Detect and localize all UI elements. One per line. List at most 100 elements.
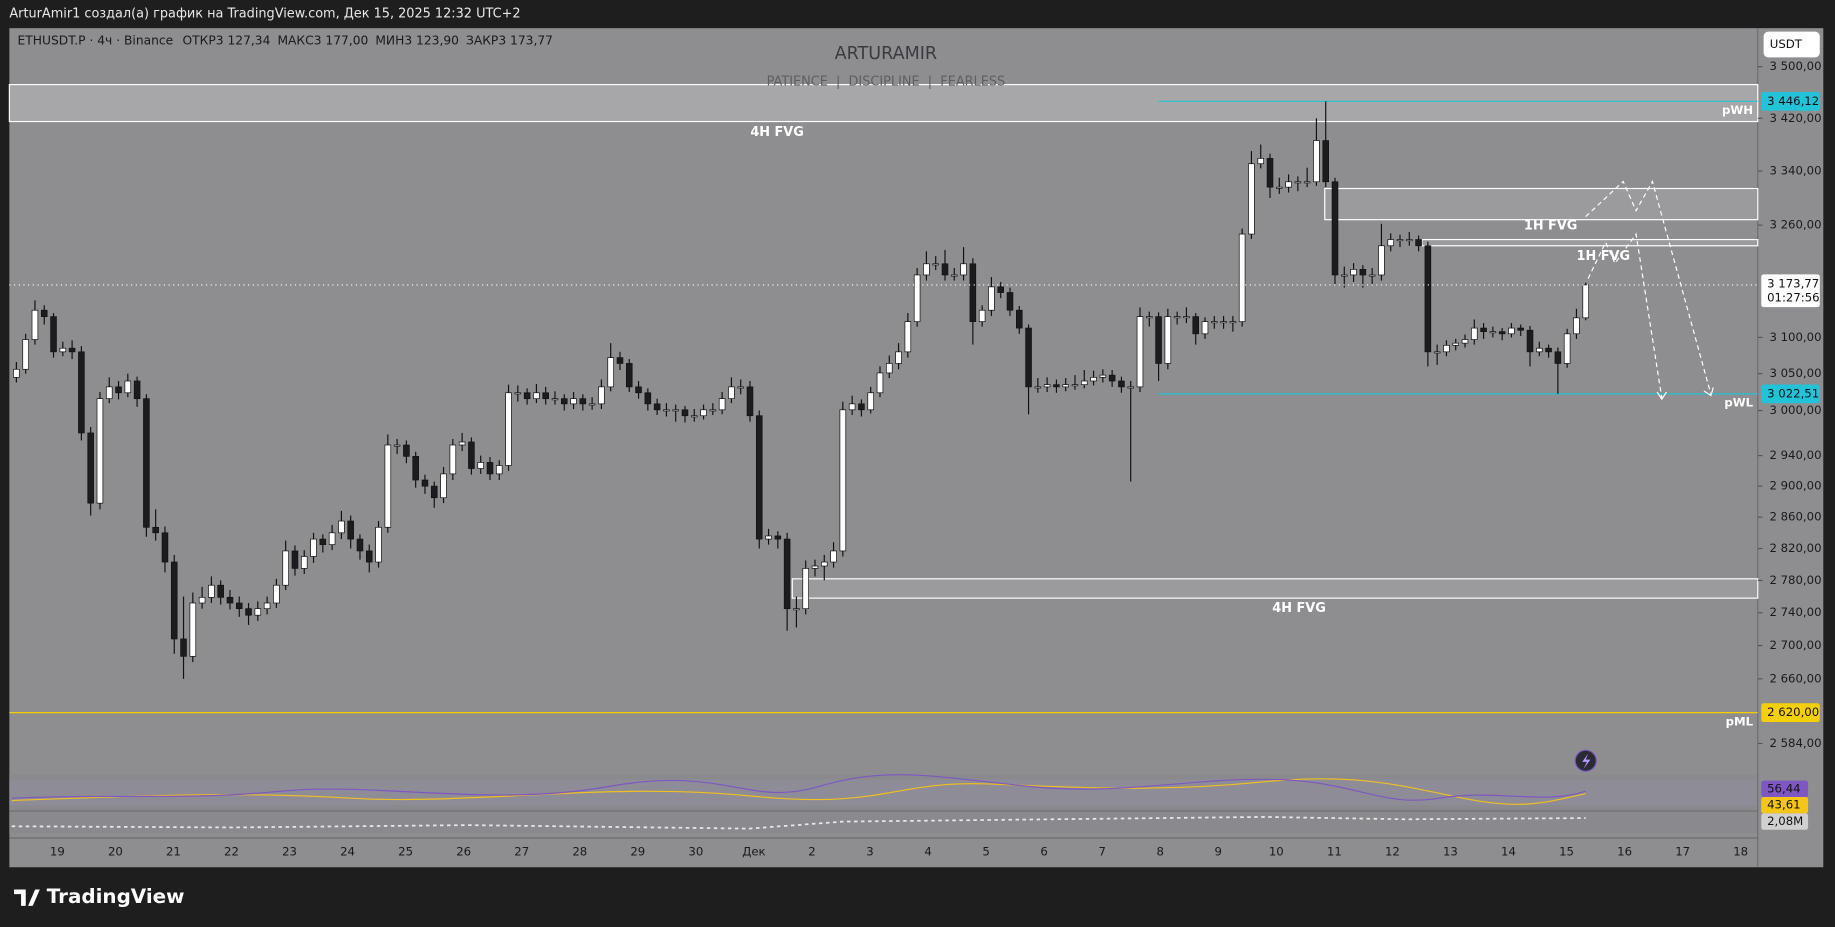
y-tick-label: 3 420,00 xyxy=(1769,111,1821,125)
candle-body xyxy=(87,432,94,504)
x-tick-label: 8 xyxy=(1156,845,1163,859)
candle-body xyxy=(1480,327,1487,333)
fvg-zone xyxy=(1421,238,1759,247)
candle-body xyxy=(59,347,67,353)
candle-body xyxy=(1099,374,1107,378)
watermark: ARTURAMIR xyxy=(835,44,937,64)
x-tick-label: 17 xyxy=(1675,845,1690,859)
candle-body xyxy=(198,596,206,604)
rsi-ma-line xyxy=(11,778,1586,805)
candle-body xyxy=(1498,331,1506,335)
candle-body xyxy=(1508,327,1515,335)
candle-body xyxy=(1350,269,1357,276)
logo-text: TradingView xyxy=(47,885,185,908)
arrowhead xyxy=(1703,387,1714,397)
projection xyxy=(1585,179,1712,395)
candle-body xyxy=(672,409,679,412)
candle-body xyxy=(449,444,457,475)
candle-body xyxy=(616,357,624,364)
candle-body xyxy=(579,398,587,405)
candle-body xyxy=(653,403,661,411)
candle-body xyxy=(1173,316,1181,319)
candle-body xyxy=(1276,186,1283,189)
logo-mark xyxy=(14,889,40,906)
candle-body xyxy=(1257,158,1264,165)
candle-body xyxy=(783,538,791,610)
candle-body xyxy=(1136,316,1144,388)
x-tick-label: 24 xyxy=(340,845,355,859)
x-tick-label: 11 xyxy=(1327,845,1342,859)
candle-body xyxy=(403,444,410,457)
currency-box[interactable] xyxy=(1763,31,1820,58)
last-price-tag xyxy=(1761,274,1820,308)
indicator-tag xyxy=(1761,813,1809,830)
candle-body xyxy=(124,380,132,394)
candle-body xyxy=(1331,181,1339,276)
candle-body xyxy=(960,263,967,276)
level-tag xyxy=(1761,703,1820,723)
chart-panel xyxy=(9,28,1824,868)
candle-body xyxy=(273,584,280,604)
rsi-line xyxy=(11,774,1586,801)
y-tick-label: 2 740,00 xyxy=(1769,605,1821,619)
candle-body xyxy=(635,386,642,394)
candle-body xyxy=(226,596,234,604)
candle-body xyxy=(421,479,429,487)
x-tick-label: 23 xyxy=(282,845,297,859)
candle-body xyxy=(774,535,782,540)
indicator-label: 56,44 xyxy=(1767,781,1800,795)
indicator-line xyxy=(11,816,1586,830)
x-tick-label: 14 xyxy=(1501,845,1516,859)
alert-bolt xyxy=(1582,753,1591,769)
x-tick-label: 4 xyxy=(924,845,931,859)
candle-body xyxy=(477,462,484,469)
candle-body xyxy=(365,550,373,563)
candle-body xyxy=(1378,245,1385,276)
candle-body xyxy=(1034,386,1042,389)
candle-body xyxy=(170,561,178,640)
candle-body xyxy=(1266,158,1274,188)
candle-body xyxy=(440,473,447,499)
candle-body xyxy=(1294,181,1302,184)
candle-body xyxy=(495,465,503,475)
candle-body xyxy=(338,520,345,534)
currency[interactable]: USDT xyxy=(1770,37,1803,51)
candle-body xyxy=(1053,384,1060,388)
level-label: 3 446,12 xyxy=(1767,94,1819,108)
candle-body xyxy=(1517,327,1525,331)
candle-body xyxy=(978,309,986,322)
y-tick-label: 3 050,00 xyxy=(1769,366,1821,380)
candle-body xyxy=(189,602,197,657)
fvg-label: 4H FVG xyxy=(750,125,803,140)
candle-body xyxy=(644,392,652,405)
candle-body xyxy=(1155,316,1162,364)
candle-body xyxy=(1341,274,1348,277)
level-name: pWL xyxy=(1724,396,1753,410)
candle-body xyxy=(300,556,308,569)
y-tick-label: 3 000,00 xyxy=(1769,403,1821,417)
level-tag xyxy=(1761,91,1820,111)
candle-body xyxy=(1164,316,1172,364)
candle-body xyxy=(858,403,865,411)
stat-name: МАКС xyxy=(277,34,313,48)
candle-body xyxy=(1433,351,1441,354)
candle-body xyxy=(895,351,902,364)
x-tick-label: 9 xyxy=(1215,845,1222,859)
stat-value: 3 173,77 xyxy=(498,34,553,48)
candle-body xyxy=(1043,384,1051,388)
candle-body xyxy=(40,309,48,317)
candle-body xyxy=(1016,309,1023,329)
candle-body xyxy=(291,550,299,569)
candle-body xyxy=(50,316,57,353)
candle-body xyxy=(820,561,828,567)
x-tick-label: 27 xyxy=(514,845,529,859)
y-tick-label: 2 780,00 xyxy=(1769,573,1821,587)
candle-body xyxy=(1118,380,1125,388)
candle-body xyxy=(105,386,113,400)
candle-body xyxy=(1368,274,1376,277)
candle-body xyxy=(1554,351,1562,364)
candle-body xyxy=(1582,284,1590,319)
candle-body xyxy=(700,409,707,417)
fvg-zone xyxy=(1324,187,1759,221)
